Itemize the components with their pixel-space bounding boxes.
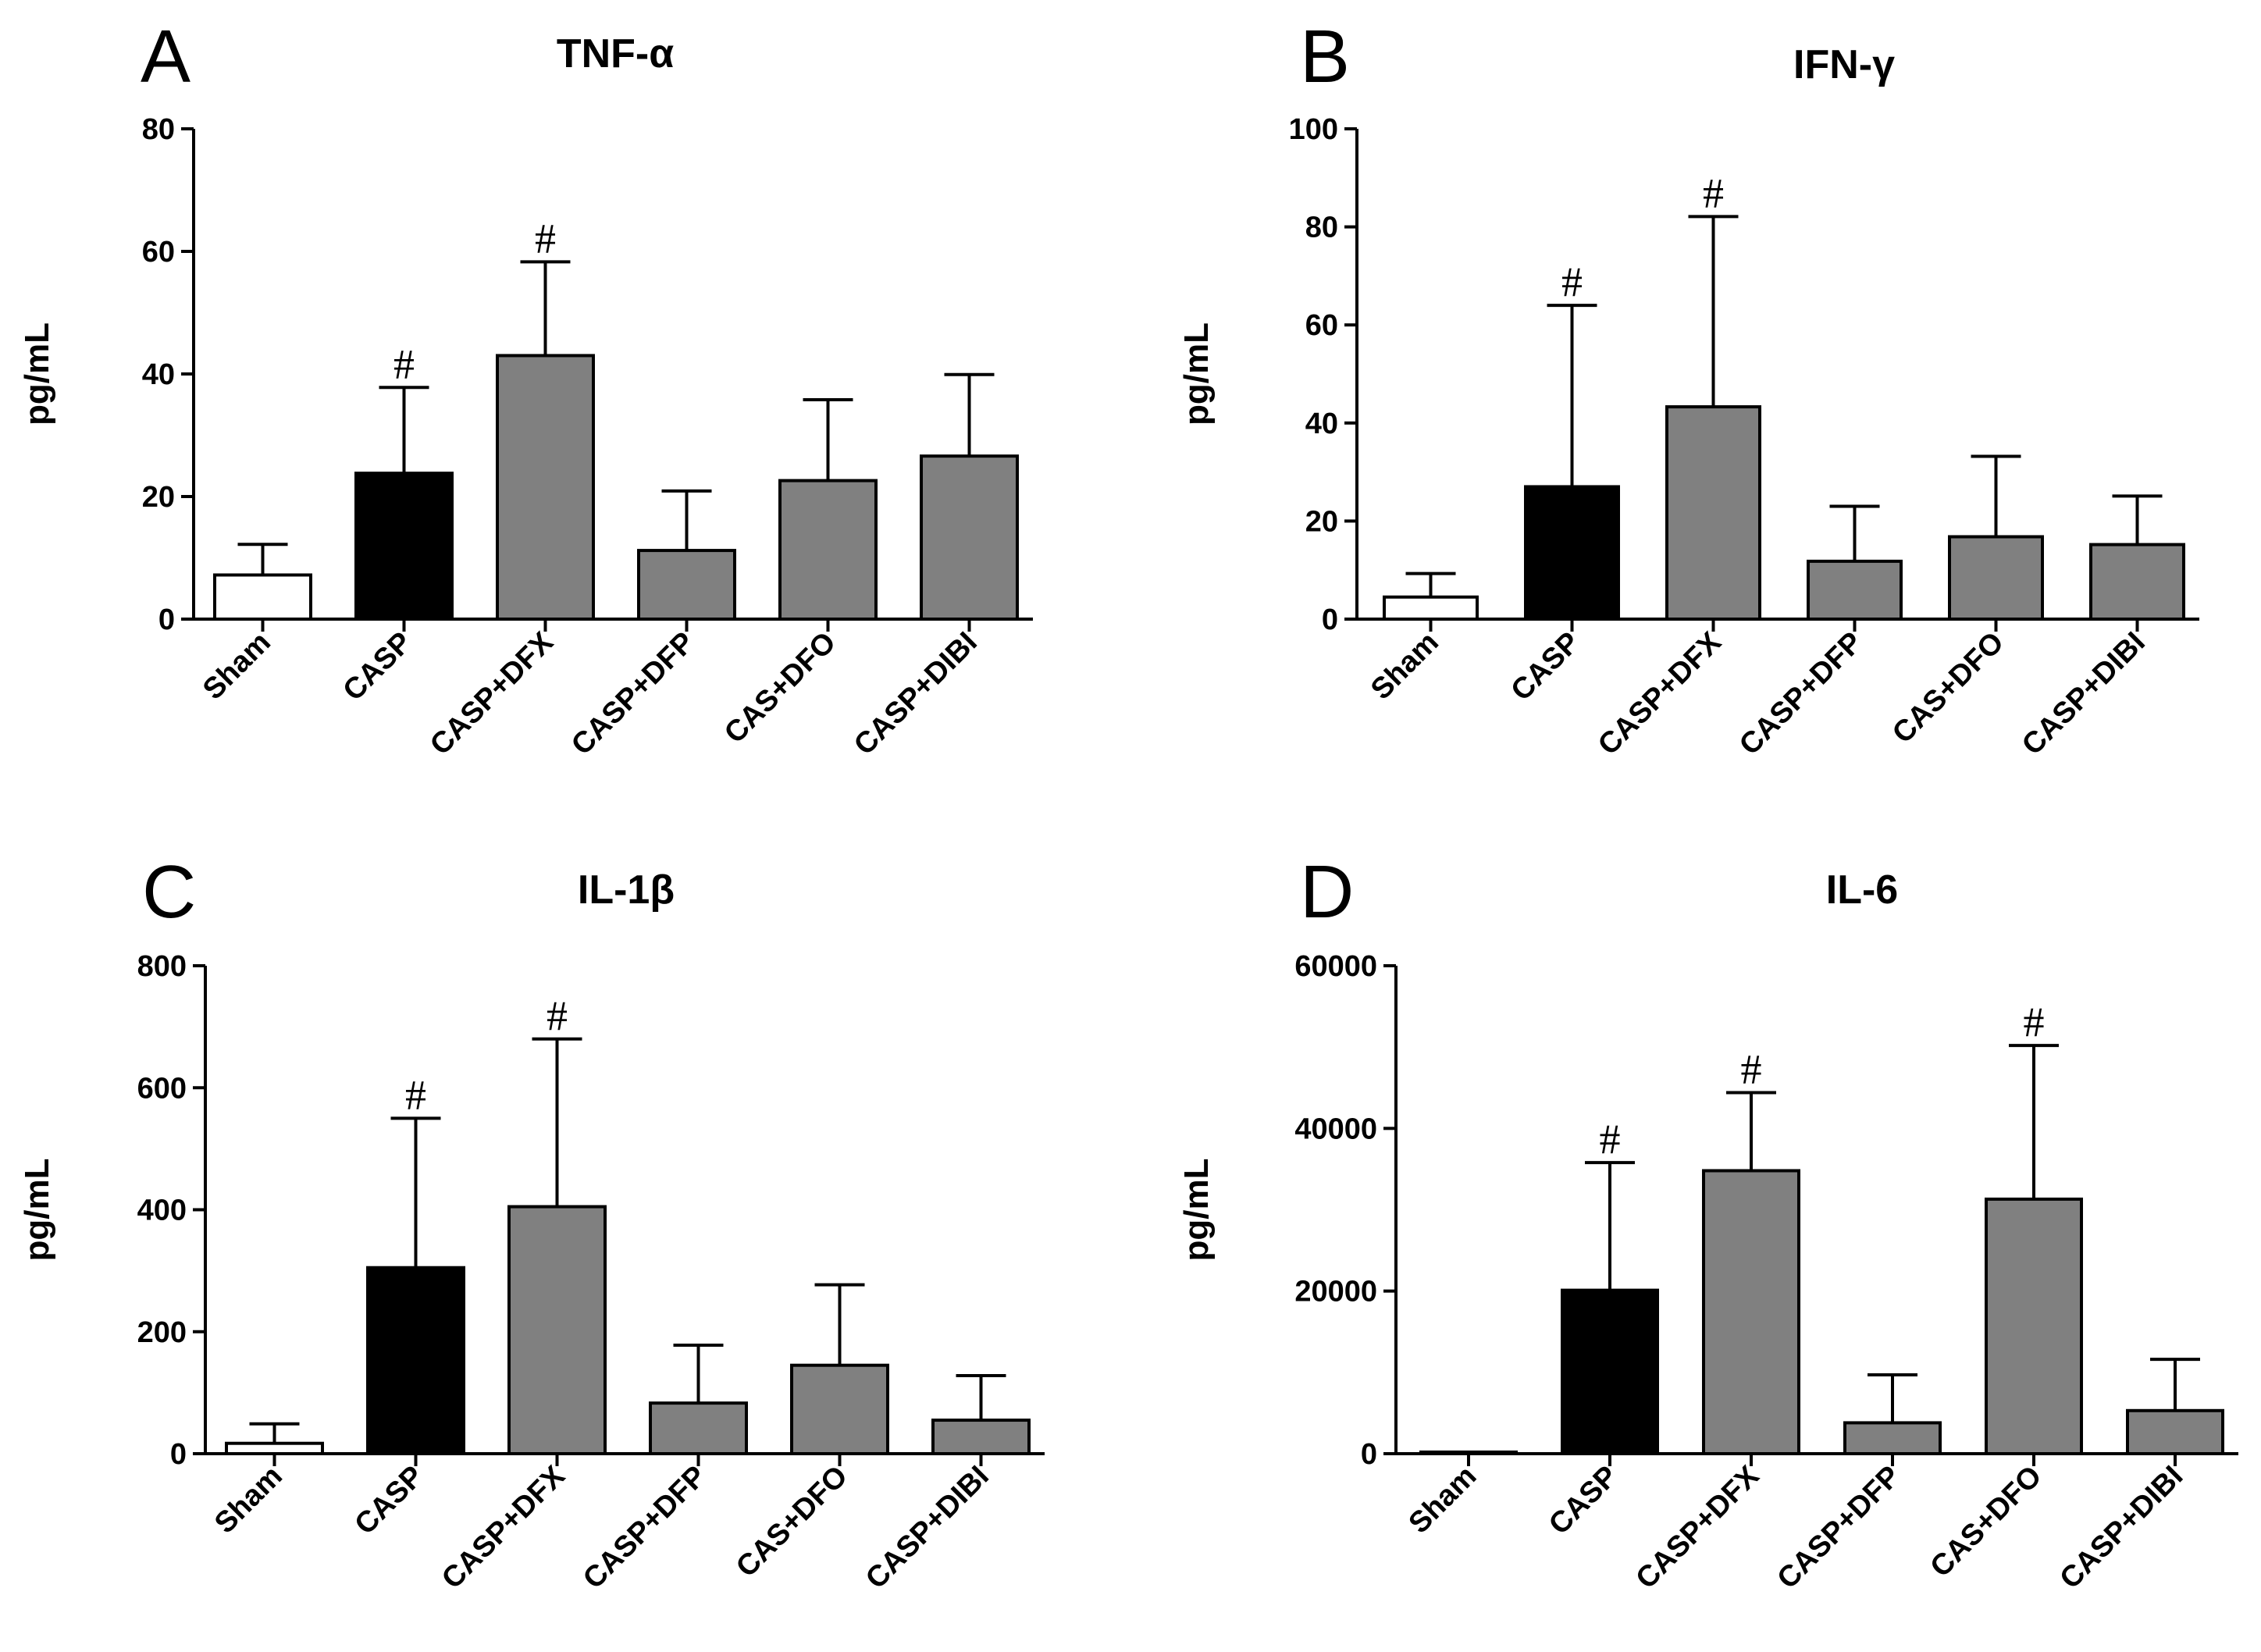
x-tick-label: Sham [197, 626, 277, 707]
bar [1702, 1169, 1800, 1455]
x-tick-label: Sham [1365, 626, 1445, 707]
significance-marker: # [405, 1071, 426, 1118]
bar [1665, 405, 1761, 621]
significance-marker: # [535, 215, 556, 262]
significance-marker: # [1703, 169, 1724, 216]
chart-title: IL-6 [1826, 867, 1898, 913]
bar [790, 1363, 889, 1455]
x-tick-label: Sham [1402, 1460, 1483, 1540]
y-tick-label: 40000 [1294, 1113, 1377, 1145]
y-axis-label: pg/mL [1177, 322, 1216, 425]
x-tick-label: CASP+DFP [1771, 1460, 1907, 1596]
y-tick-label: 400 [137, 1194, 187, 1227]
panel-letter: A [141, 15, 190, 98]
bar [1985, 1197, 2083, 1456]
x-tick-label: CASP+DFX [1592, 625, 1728, 761]
bar [1843, 1421, 1942, 1455]
x-tick-label: CASP [337, 626, 418, 707]
x-tick-label: CASP+DIBI [860, 1460, 995, 1596]
y-tick-label: 200 [137, 1316, 187, 1349]
bar [931, 1419, 1031, 1455]
bar [637, 549, 736, 621]
bar [213, 573, 312, 621]
x-tick-label: CASP+DFP [565, 626, 701, 762]
bar [225, 1441, 324, 1455]
bar [1561, 1288, 1659, 1455]
x-tick-label: CAS+DFO [1886, 626, 2010, 750]
y-axis-label: pg/mL [1177, 1159, 1216, 1262]
panel-b-ifn-gamma: B IFN-γ pg/mL 0 20 40 60 80 100 Sham # CASP # CASP+DF… [1177, 15, 2199, 761]
y-tick-label: 800 [137, 950, 187, 983]
x-tick-label: CASP+DFX [424, 625, 560, 761]
bar [1807, 559, 1903, 621]
y-tick-label: 0 [170, 1438, 187, 1471]
y-tick-label: 60 [142, 236, 175, 269]
significance-marker: # [1561, 258, 1583, 305]
x-tick-label: CASP+DIBI [848, 626, 984, 762]
panel-letter: D [1300, 850, 1354, 934]
panel-c-il-1beta: C IL-1β pg/mL 0 200 400 600 800 Sham # CASP # CASP+D… [18, 850, 1045, 1595]
significance-marker: # [393, 340, 415, 387]
x-tick-label: CAS+DFO [730, 1460, 854, 1584]
bar [354, 472, 454, 621]
x-tick-label: CAS+DFO [1925, 1460, 2049, 1584]
bar [366, 1266, 465, 1455]
bar [920, 454, 1019, 621]
x-tick-label: CASP+DIBI [2016, 626, 2152, 762]
x-tick-label: CASP+DFP [1733, 626, 1869, 762]
significance-marker: # [2024, 999, 2045, 1045]
significance-marker: # [547, 992, 568, 1039]
y-tick-label: 40 [1305, 408, 1338, 440]
x-tick-label: CAS+DFO [718, 626, 842, 750]
y-axis-label: pg/mL [18, 322, 56, 425]
y-tick-label: 0 [158, 603, 175, 636]
y-tick-label: 0 [1361, 1438, 1377, 1471]
x-tick-label: Sham [208, 1460, 289, 1540]
y-tick-label: 80 [1305, 212, 1338, 244]
chart-title: TNF-α [557, 31, 674, 77]
y-tick-label: 100 [1289, 113, 1338, 146]
y-tick-label: 60000 [1294, 950, 1377, 983]
bar [1524, 485, 1620, 621]
y-tick-label: 20000 [1294, 1276, 1377, 1308]
y-tick-label: 80 [142, 113, 175, 146]
chart-title: IFN-γ [1793, 42, 1895, 87]
x-tick-label: CASP+DIBI [2054, 1460, 2190, 1596]
x-tick-label: CASP [1505, 626, 1586, 707]
panel-letter: B [1300, 15, 1350, 98]
x-tick-label: CASP+DFX [1630, 1459, 1766, 1595]
y-axis-label: pg/mL [18, 1159, 56, 1262]
y-tick-label: 20 [1305, 505, 1338, 538]
bar [2089, 543, 2185, 621]
significance-marker: # [1741, 1046, 1762, 1093]
chart-title: IL-1β [578, 867, 675, 913]
bar [496, 354, 595, 621]
y-tick-label: 0 [1322, 603, 1338, 636]
x-tick-label: CASP [349, 1460, 430, 1541]
x-tick-label: CASP+DFX [436, 1459, 571, 1595]
x-tick-label: CASP+DFP [577, 1460, 713, 1596]
bar [778, 479, 878, 621]
y-tick-label: 60 [1305, 309, 1338, 342]
bar [1383, 595, 1479, 621]
bar [2126, 1408, 2224, 1455]
y-tick-label: 40 [142, 358, 175, 391]
bar [1419, 1450, 1518, 1455]
x-tick-label: CASP [1543, 1460, 1624, 1541]
bar [649, 1401, 748, 1455]
bar [507, 1205, 607, 1455]
panel-letter: C [142, 850, 196, 934]
y-tick-label: 600 [137, 1072, 187, 1105]
significance-marker: # [1600, 1116, 1621, 1162]
panel-d-il-6: D IL-6 pg/mL 0 20000 40000 60000 Sham # CASP # CASP… [1177, 850, 2238, 1595]
bar [1948, 535, 2044, 621]
y-tick-label: 20 [142, 481, 175, 514]
